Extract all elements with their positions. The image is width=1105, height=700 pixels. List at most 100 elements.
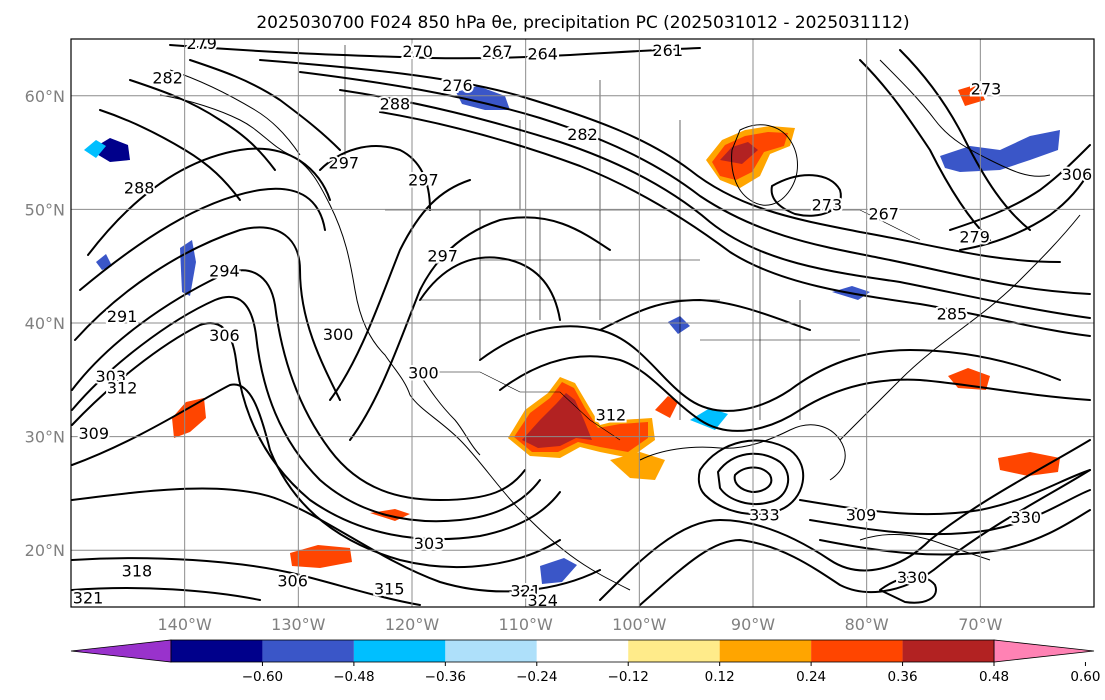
contour-label: 306 bbox=[1062, 165, 1093, 184]
colorbar-segment bbox=[902, 640, 994, 662]
contour-label: 321 bbox=[73, 589, 104, 608]
contour-label: 303 bbox=[96, 367, 127, 386]
colorbar-tick-label: −0.12 bbox=[608, 669, 649, 685]
contour-label: 300 bbox=[323, 325, 354, 344]
precip-region-pacific-west bbox=[172, 398, 206, 438]
contour-label: 297 bbox=[408, 171, 439, 190]
contour-label: 309 bbox=[78, 424, 109, 443]
contour-label: 303 bbox=[414, 534, 445, 553]
longitude-ticks: 140°W 130°W 120°W 110°W 100°W 90°W 80°W 70°W bbox=[157, 615, 1002, 634]
colorbar-segment bbox=[811, 640, 903, 662]
map-frame bbox=[70, 38, 1095, 608]
contour-label: 273 bbox=[971, 80, 1002, 99]
contour-label: 273 bbox=[812, 195, 843, 214]
contour-label: 333 bbox=[749, 506, 780, 525]
theta-e-contours bbox=[71, 44, 1091, 606]
contour-label: 288 bbox=[124, 178, 155, 197]
colorbar-tick-label: −0.60 bbox=[242, 669, 283, 685]
contour-label: 291 bbox=[107, 307, 138, 326]
contour-label: 279 bbox=[186, 34, 217, 53]
contour-label: 294 bbox=[209, 261, 240, 280]
precip-region-hudson-max bbox=[720, 142, 758, 164]
precip-region-caribbean-east bbox=[998, 452, 1060, 476]
coastline-gulf bbox=[639, 424, 846, 481]
contour-label: 282 bbox=[152, 68, 183, 87]
contour-line bbox=[71, 487, 601, 593]
border-us-mexico bbox=[412, 371, 621, 441]
contour-line bbox=[339, 89, 1091, 319]
lon-tick-label: 140°W bbox=[157, 615, 212, 634]
lon-tick-label: 110°W bbox=[498, 615, 553, 634]
colorbar-tick-label: 0.36 bbox=[888, 669, 918, 685]
lat-tick-label: 60°N bbox=[25, 87, 65, 106]
coastline-hudson bbox=[731, 124, 798, 206]
contour-labels: 279 270 267 264 261 282 276 288 282 297 297 288 273 2… bbox=[71, 34, 1094, 608]
contour-label: 264 bbox=[527, 44, 558, 63]
contour-line bbox=[599, 439, 1091, 601]
contour-label: 330 bbox=[897, 568, 928, 587]
precip-region-dry-gulf bbox=[690, 408, 728, 430]
contour-line bbox=[129, 79, 276, 171]
precip-region-dry-caribbean bbox=[540, 558, 577, 584]
contour-label: 330 bbox=[1011, 508, 1042, 527]
colorbar-segment bbox=[719, 640, 812, 662]
coastline-east bbox=[839, 214, 1081, 441]
colorbar-tick-label: −0.24 bbox=[516, 669, 557, 685]
contour-line bbox=[71, 269, 526, 501]
contour-line bbox=[79, 187, 326, 291]
contour-label: 282 bbox=[567, 125, 598, 144]
colorbar-frame bbox=[170, 639, 995, 663]
map-content: 279 270 267 264 261 282 276 288 282 297 297 288 273 2… bbox=[71, 34, 1094, 608]
lon-tick-label: 100°W bbox=[612, 615, 667, 634]
precip-region-labrador bbox=[958, 84, 985, 106]
contour-label: 297 bbox=[427, 247, 458, 266]
colorbar-tick-label: 0.12 bbox=[705, 669, 735, 685]
contour-line bbox=[479, 325, 1061, 412]
lat-tick-label: 20°N bbox=[25, 541, 65, 560]
colorbar: −0.60 −0.48 −0.36 −0.24 −0.12 0.12 0.24 0.36 0.4… bbox=[70, 639, 1100, 685]
colorbar-segment bbox=[445, 640, 537, 662]
contour-label: 312 bbox=[107, 378, 138, 397]
colorbar-tick-label: 0.60 bbox=[1070, 669, 1100, 685]
coastlines bbox=[159, 45, 1081, 591]
contour-label: 306 bbox=[277, 572, 308, 591]
lon-tick-label: 90°W bbox=[731, 615, 775, 634]
lon-tick-label: 130°W bbox=[271, 615, 326, 634]
precip-region-gulf bbox=[610, 452, 665, 480]
contour-line bbox=[499, 355, 1091, 432]
border-us-canada bbox=[385, 209, 921, 241]
contour-label: 267 bbox=[868, 205, 899, 224]
colorbar-tick-label: 0.48 bbox=[979, 669, 1009, 685]
lat-tick-label: 50°N bbox=[25, 200, 65, 219]
coastline-cuba bbox=[859, 534, 991, 561]
colorbar-segment bbox=[171, 640, 263, 662]
colorbar-tick-label: 0.24 bbox=[796, 669, 826, 685]
contour-label: 276 bbox=[442, 76, 473, 95]
contour-label: 318 bbox=[122, 561, 153, 580]
colorbar-extend-low bbox=[70, 639, 172, 663]
contour-line bbox=[879, 575, 937, 604]
contour-label: 279 bbox=[959, 227, 990, 246]
contour-label: 297 bbox=[329, 153, 360, 172]
contour-label: 270 bbox=[402, 42, 433, 61]
contour-label: 321 bbox=[510, 582, 541, 601]
contour-line bbox=[349, 216, 611, 441]
contour-label: 300 bbox=[408, 364, 439, 383]
colorbar-segment bbox=[628, 640, 720, 662]
lon-tick-label: 70°W bbox=[958, 615, 1002, 634]
contour-line bbox=[87, 147, 331, 256]
contour-label: 261 bbox=[652, 41, 683, 60]
contour-label: 312 bbox=[596, 406, 627, 425]
latitude-ticks: 20°N 30°N 40°N 50°N 60°N bbox=[25, 87, 65, 560]
contour-line bbox=[71, 383, 561, 568]
contour-label: 306 bbox=[209, 326, 240, 345]
contour-line bbox=[949, 144, 1091, 231]
contour-line bbox=[319, 145, 431, 211]
coastline-labrador bbox=[879, 59, 1051, 177]
colorbar-segment bbox=[353, 640, 446, 662]
gridlines bbox=[71, 39, 1094, 607]
colorbar-tick-label: −0.36 bbox=[425, 669, 466, 685]
contour-line bbox=[189, 59, 341, 151]
contour-line bbox=[71, 557, 421, 606]
